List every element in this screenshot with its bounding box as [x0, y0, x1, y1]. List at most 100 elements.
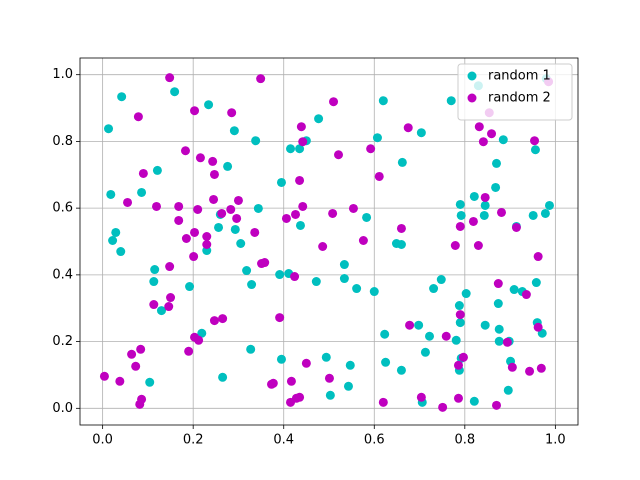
point [295, 175, 305, 185]
point [253, 203, 263, 213]
point [491, 182, 501, 192]
point [540, 208, 550, 218]
point [451, 335, 461, 345]
point [378, 96, 388, 106]
x-tick-label: 0.2 [183, 433, 204, 448]
point [290, 272, 300, 282]
point [339, 274, 349, 284]
point [276, 177, 286, 187]
y-tick-label: 0.4 [52, 267, 73, 282]
point [291, 393, 301, 403]
point [345, 360, 355, 370]
point [180, 146, 190, 156]
point [479, 210, 489, 220]
point [348, 203, 358, 213]
point [321, 352, 331, 362]
point [334, 150, 344, 160]
point [469, 191, 479, 201]
point [281, 213, 291, 223]
point [325, 390, 335, 400]
x-tick-label: 0.6 [364, 433, 385, 448]
point [242, 266, 252, 276]
point [298, 201, 308, 211]
point [218, 314, 228, 324]
point [461, 289, 471, 299]
y-tick-label: 0.6 [52, 201, 73, 216]
point [217, 208, 227, 218]
point [468, 216, 478, 226]
point [480, 192, 490, 202]
axes-frame [79, 57, 579, 426]
point [397, 157, 407, 167]
point [381, 357, 391, 367]
point [528, 210, 538, 220]
point [396, 365, 406, 375]
point [131, 361, 141, 371]
point [236, 239, 246, 249]
point [502, 337, 512, 347]
point [209, 194, 219, 204]
y-tick-label: 0.0 [52, 401, 73, 416]
point [204, 100, 214, 110]
point [525, 366, 535, 376]
point [372, 133, 382, 143]
point [137, 187, 147, 197]
legend-label: random 1 [488, 69, 551, 84]
point [530, 145, 540, 155]
point [521, 290, 531, 300]
point [314, 114, 324, 124]
point [416, 128, 426, 138]
point [276, 354, 286, 364]
point [117, 92, 127, 102]
point [152, 165, 162, 175]
point [230, 224, 240, 234]
point [149, 277, 159, 287]
point [480, 320, 490, 330]
point [544, 200, 554, 210]
point [127, 349, 137, 359]
point [202, 240, 212, 250]
point [469, 396, 479, 406]
point [99, 371, 109, 381]
point [429, 284, 439, 294]
point [275, 313, 285, 323]
point [170, 87, 180, 97]
point [511, 222, 521, 232]
x-tick-label: 0.0 [92, 433, 113, 448]
point [531, 278, 541, 288]
point [503, 385, 513, 395]
point [286, 376, 296, 386]
point [295, 220, 305, 230]
point [149, 300, 159, 310]
point [232, 213, 242, 223]
point [494, 336, 504, 346]
point [493, 299, 503, 309]
point [420, 347, 430, 357]
point [181, 233, 191, 243]
point [193, 204, 203, 214]
point [507, 362, 517, 372]
point [111, 227, 121, 237]
point [446, 96, 456, 106]
point [209, 169, 219, 179]
point [458, 352, 468, 362]
point [229, 126, 239, 136]
point [492, 158, 502, 168]
point [152, 201, 162, 211]
legend-box [457, 63, 573, 121]
point [496, 207, 506, 217]
point [403, 123, 413, 133]
point [455, 318, 465, 328]
point [324, 373, 334, 383]
point [414, 320, 424, 330]
point [190, 227, 200, 237]
point [184, 346, 194, 356]
point [227, 108, 237, 118]
point [492, 400, 502, 410]
point [450, 241, 460, 251]
point [480, 200, 490, 210]
point [366, 144, 376, 154]
point [156, 306, 166, 316]
point [343, 381, 353, 391]
